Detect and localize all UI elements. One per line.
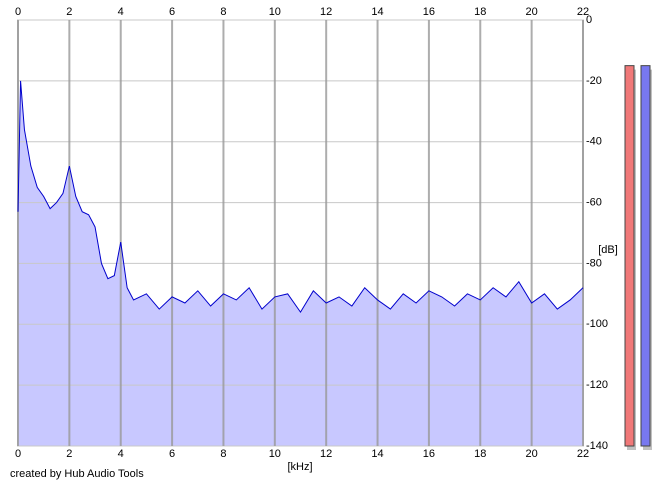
footer: created by Hub Audio Tools — [10, 468, 144, 480]
y-tick-label: -100 — [586, 318, 608, 330]
y-axis-label: [dB] — [598, 244, 618, 256]
x-tick-label-bottom: 6 — [169, 448, 175, 460]
x-tick-label-top: 4 — [118, 6, 124, 18]
x-tick-label-top: 20 — [526, 6, 538, 18]
level-meter — [624, 65, 635, 447]
x-tick-label-bottom: 18 — [474, 448, 486, 460]
x-tick-label-bottom: 4 — [118, 448, 124, 460]
x-tick-label-bottom: 22 — [577, 448, 589, 460]
x-axis-label: [kHz] — [287, 461, 312, 473]
x-tick-label-top: 14 — [371, 6, 383, 18]
x-tick-label-top: 10 — [269, 6, 281, 18]
y-tick-label: 0 — [586, 14, 592, 26]
x-tick-label-bottom: 8 — [220, 448, 226, 460]
spectrum-fill — [18, 80, 583, 446]
x-tick-label-bottom: 14 — [371, 448, 383, 460]
spectrum-line — [17, 80, 584, 314]
x-tick-label-bottom: 20 — [526, 448, 538, 460]
x-tick-label-bottom: 2 — [66, 448, 72, 460]
x-tick-label-bottom: 10 — [269, 448, 281, 460]
x-tick-label-top: 18 — [474, 6, 486, 18]
y-tick-label: -120 — [586, 379, 608, 391]
y-tick-label: -60 — [586, 196, 602, 208]
y-tick-label: -80 — [586, 257, 602, 269]
y-tick-label: -40 — [586, 136, 602, 148]
y-tick-label: -140 — [586, 440, 608, 452]
x-tick-label-bottom: 0 — [15, 448, 21, 460]
x-tick-label-top: 2 — [66, 6, 72, 18]
x-tick-label-top: 0 — [15, 6, 21, 18]
x-tick-label-top: 22 — [577, 6, 589, 18]
x-tick-label-top: 16 — [423, 6, 435, 18]
x-tick-label-bottom: 16 — [423, 448, 435, 460]
level-meter — [640, 65, 651, 447]
x-tick-label-top: 6 — [169, 6, 175, 18]
y-tick-label: -20 — [586, 75, 602, 87]
x-tick-label-bottom: 12 — [320, 448, 332, 460]
x-tick-label-top: 8 — [220, 6, 226, 18]
x-tick-label-top: 12 — [320, 6, 332, 18]
